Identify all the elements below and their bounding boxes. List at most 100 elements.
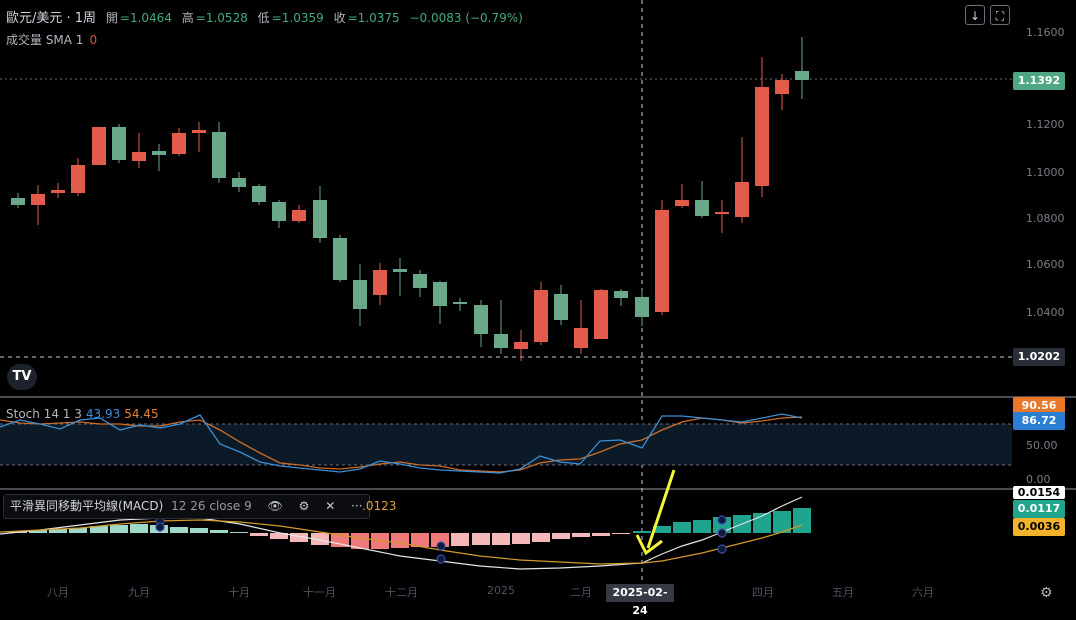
gear-icon[interactable]: ⚙ bbox=[1040, 585, 1053, 601]
candle-body bbox=[534, 290, 548, 342]
macd-histogram-bar bbox=[391, 533, 409, 548]
annotation-arrowhead bbox=[635, 534, 663, 556]
more-icon[interactable]: ··· bbox=[351, 499, 363, 513]
chart-canvas[interactable] bbox=[0, 0, 1076, 605]
candle-body bbox=[232, 178, 246, 187]
macd-histogram-bar bbox=[311, 533, 329, 545]
change-value: −0.0083 (−0.79%) bbox=[409, 11, 523, 25]
macd-histogram-bar bbox=[90, 526, 108, 533]
stoch-k-line bbox=[0, 413, 803, 474]
time-axis-label: 九月 bbox=[128, 586, 150, 599]
candle-body bbox=[252, 186, 266, 202]
macd-histogram-bar bbox=[190, 528, 208, 533]
macd-histogram-bar bbox=[612, 533, 630, 534]
tradingview-logo[interactable]: TV bbox=[7, 364, 37, 390]
candle-body bbox=[474, 305, 488, 334]
candle-body bbox=[112, 127, 126, 160]
macd-legend[interactable]: 平滑異同移動平均線(MACD) 12 26 close 9 👁 ⚙ ✕ ··· bbox=[3, 494, 370, 519]
stoch-d-line bbox=[0, 416, 803, 473]
stoch-k-value: 43.93 bbox=[85, 407, 121, 421]
open-value: =1.0464 bbox=[119, 11, 172, 25]
candle-body bbox=[413, 274, 427, 288]
candle-body bbox=[795, 71, 809, 80]
candle-body bbox=[292, 210, 306, 221]
macd-histogram-bar bbox=[592, 533, 610, 536]
candle-body bbox=[554, 294, 568, 320]
macd-histogram-bar bbox=[110, 525, 128, 533]
eye-icon[interactable]: 👁 bbox=[267, 499, 283, 513]
price-axis-label: 1.0800 bbox=[1026, 212, 1065, 225]
candle-body bbox=[333, 238, 347, 280]
candle-body bbox=[31, 194, 45, 205]
macd-histogram-bar bbox=[633, 531, 651, 533]
macd-histogram-bar bbox=[673, 522, 691, 533]
stoch-band bbox=[0, 424, 1012, 465]
macd-signal-tag: 0.0036 bbox=[1013, 518, 1065, 536]
symbol-title[interactable]: 歐元/美元 · 1周 bbox=[6, 11, 97, 26]
candle-body bbox=[373, 270, 387, 295]
time-axis-label: 五月 bbox=[832, 586, 854, 599]
macd-histogram-bar bbox=[532, 533, 550, 542]
candle-body bbox=[695, 200, 709, 216]
macd-histogram-bar bbox=[290, 533, 308, 542]
candle-body bbox=[574, 328, 588, 348]
candle-body bbox=[393, 269, 407, 272]
close-value: =1.0375 bbox=[347, 11, 400, 25]
candle-body bbox=[272, 202, 286, 221]
horizontal-line-price-tag: 1.0202 bbox=[1013, 348, 1065, 366]
crossover-marker bbox=[436, 541, 446, 551]
settings-icon[interactable]: ⚙ bbox=[298, 499, 310, 513]
low-label: 低 bbox=[257, 11, 270, 25]
candle-body bbox=[11, 198, 25, 205]
candle-body bbox=[755, 87, 769, 186]
candle-body bbox=[433, 282, 447, 306]
volume-label: 成交量 SMA 1 bbox=[6, 33, 84, 47]
candle-body bbox=[51, 190, 65, 193]
arrow-down-icon[interactable]: ↓ bbox=[965, 5, 985, 25]
candle-body bbox=[92, 127, 106, 165]
macd-histogram-bar bbox=[451, 533, 469, 546]
macd-histogram-bar bbox=[69, 528, 87, 533]
stoch-legend[interactable]: Stoch 14 1 3 43.93 54.45 bbox=[6, 407, 159, 421]
candle-body bbox=[735, 182, 749, 217]
macd-histogram-bar bbox=[411, 533, 429, 547]
candle-body bbox=[675, 200, 689, 206]
stoch-label: Stoch 14 1 3 bbox=[6, 407, 82, 421]
crossover-marker bbox=[436, 554, 446, 564]
macd-histogram-bar bbox=[793, 508, 811, 533]
time-axis-label: 2025 bbox=[487, 584, 515, 597]
fullscreen-icon[interactable]: ⛶ bbox=[990, 5, 1010, 25]
crossover-marker bbox=[717, 544, 727, 554]
price-axis-label: 1.1000 bbox=[1026, 166, 1065, 179]
candle-body bbox=[494, 334, 508, 348]
time-axis-label: 八月 bbox=[47, 586, 69, 599]
candle-body bbox=[313, 200, 327, 238]
macd-histogram-bar bbox=[29, 530, 47, 533]
macd-histogram-bar bbox=[653, 526, 671, 533]
crossover-marker bbox=[155, 522, 165, 532]
time-axis-label: 十二月 bbox=[385, 586, 418, 599]
macd-histogram-bar bbox=[492, 533, 510, 545]
crossover-marker bbox=[717, 515, 727, 525]
candle-body bbox=[71, 165, 85, 193]
annotation-arrow bbox=[646, 469, 676, 549]
macd-histogram-bar bbox=[713, 517, 731, 533]
macd-histogram-bar bbox=[512, 533, 530, 544]
macd-hist-tag: 0.0117 bbox=[1013, 500, 1065, 518]
volume-legend[interactable]: 成交量 SMA 1 0 bbox=[6, 31, 97, 48]
ohlc-legend: 歐元/美元 · 1周 開 =1.0464 高 =1.0528 低 =1.0359 收 =… bbox=[6, 7, 523, 26]
time-axis-label: 四月 bbox=[752, 586, 774, 599]
time-axis-label: 六月 bbox=[912, 586, 934, 599]
open-label: 開 bbox=[105, 11, 118, 25]
price-axis-label: 1.0600 bbox=[1026, 258, 1065, 271]
price-axis-label: 1.1200 bbox=[1026, 118, 1065, 131]
candle-body bbox=[775, 80, 789, 94]
candle-body bbox=[353, 280, 367, 309]
high-label: 高 bbox=[181, 11, 194, 25]
candle-body bbox=[132, 152, 146, 161]
macd-histogram-bar bbox=[49, 529, 67, 533]
time-axis-label: 十一月 bbox=[303, 586, 336, 599]
close-icon[interactable]: ✕ bbox=[325, 499, 336, 513]
crosshair-date-tag: 2025-02-24 bbox=[606, 584, 674, 617]
candle-body bbox=[172, 133, 186, 154]
